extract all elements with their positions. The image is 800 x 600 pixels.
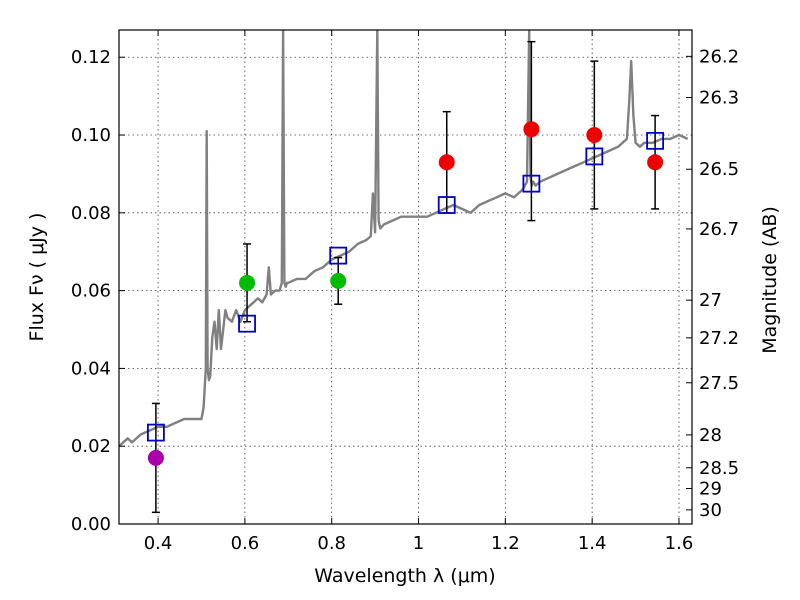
plot-frame (118, 29, 693, 525)
x-tick-label: 1.2 (491, 533, 520, 554)
y-tick-label: 0.04 (71, 358, 111, 379)
photometry-point (586, 127, 603, 144)
x-tick-label: 1.4 (578, 533, 607, 554)
photometry-point (523, 121, 540, 138)
y-axis-label: Flux Fν ( μJy ) (26, 213, 48, 342)
model-photometry-square (585, 147, 604, 166)
photometry-point (647, 154, 664, 171)
x-tick-label: 0.8 (317, 533, 346, 554)
y-tick-label: 0.06 (71, 281, 111, 302)
photometry-point (438, 154, 455, 171)
magnitude-tick-label: 26.5 (699, 159, 739, 180)
magnitude-tick-label: 29 (699, 479, 722, 500)
x-tick-label: 0.6 (231, 533, 260, 554)
x-axis-label: Wavelength λ (μm) (314, 565, 495, 587)
model-photometry-square (646, 131, 665, 150)
x-axis-ticks: 0.4 0.6 0.8 1 1.2 1.4 1.6 (144, 30, 694, 554)
y-tick-label: 0.12 (71, 47, 111, 68)
magnitude-tick-label: 26.2 (699, 46, 739, 67)
y-tick-label: 0.08 (71, 203, 111, 224)
model-photometry-squares (146, 131, 665, 442)
magnitude-tick-label: 26.3 (699, 87, 739, 108)
y-axis-ticks: 0.00 0.02 0.04 0.06 0.08 0.10 0.12 (71, 47, 125, 535)
x-tick-label: 1 (413, 533, 424, 554)
model-photometry-square (146, 423, 165, 442)
model-photometry-square (329, 246, 348, 265)
magnitude-tick-label: 27 (699, 290, 722, 311)
photometry-point (239, 274, 256, 291)
x-tick-label: 0.4 (144, 533, 173, 554)
model-spectrum (119, 30, 689, 448)
y-tick-label: 0.00 (71, 514, 111, 535)
magnitude-tick-label: 27.2 (699, 328, 739, 349)
magnitude-tick-label: 28 (699, 425, 722, 446)
photometry-point (147, 449, 164, 466)
model-photometry-square (437, 196, 456, 214)
x-tick-label: 1.6 (665, 533, 694, 554)
y-tick-label: 0.10 (71, 125, 111, 146)
model-photometry-square (522, 174, 541, 193)
magnitude-tick-label: 30 (699, 500, 722, 521)
y-tick-label: 0.02 (71, 436, 111, 457)
photometry-point (330, 272, 347, 289)
magnitude-tick-label: 27.5 (699, 373, 739, 394)
magnitude-tick-label: 26.7 (699, 219, 739, 240)
spectrum-line (119, 30, 689, 448)
error-bars (151, 40, 660, 514)
model-photometry-square (238, 314, 256, 333)
magnitude-tick-label: 28.5 (699, 458, 739, 479)
photometry-points (147, 121, 664, 466)
magnitude-axis-label: Magnitude (AB) (759, 206, 781, 354)
